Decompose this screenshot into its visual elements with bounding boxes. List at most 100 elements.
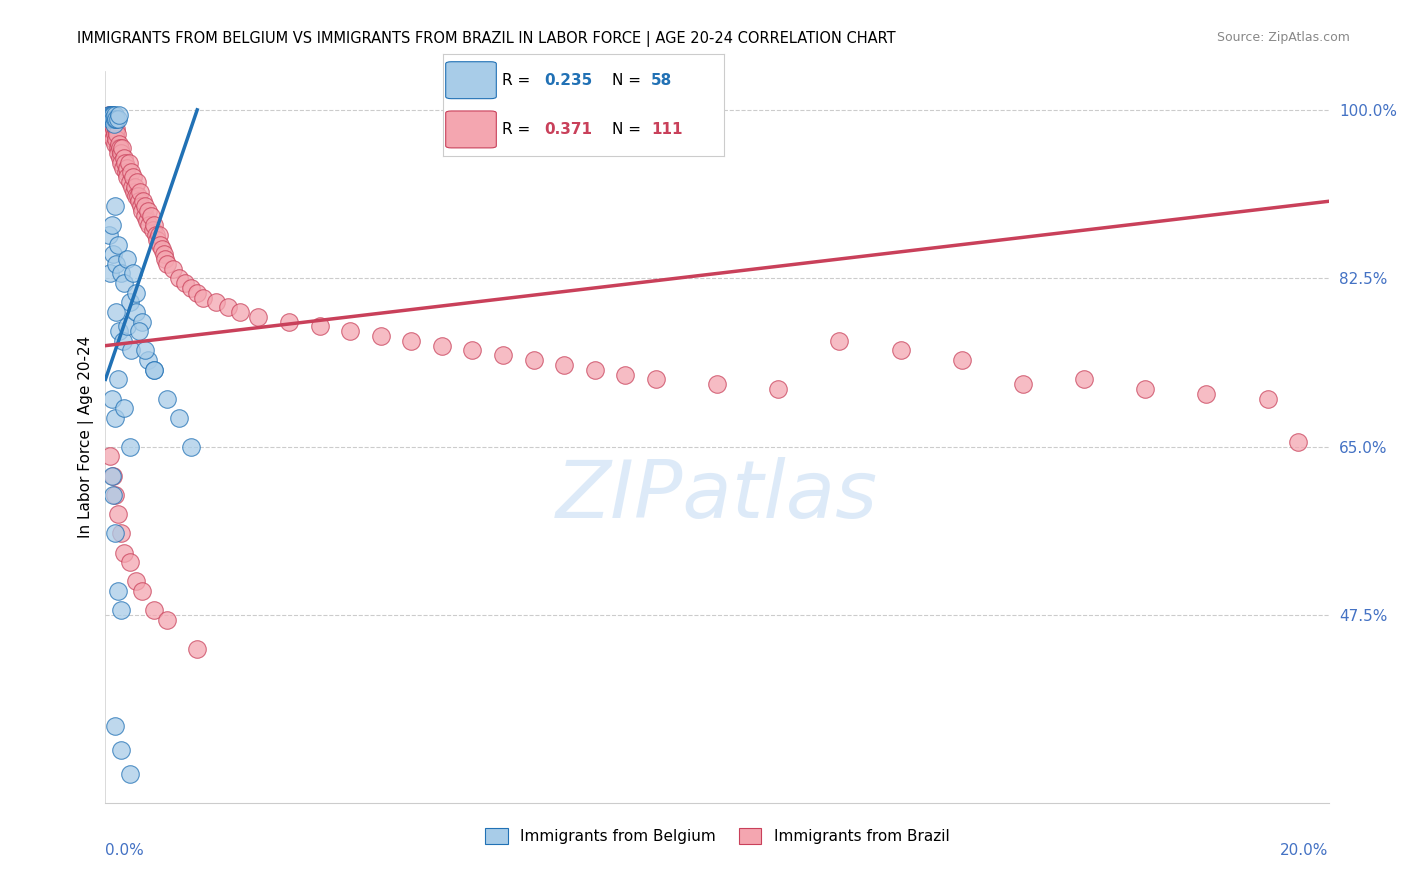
Point (136, 203, 159, 218)
Point (108, 324, 131, 338)
Text: IMMIGRANTS FROM BELGIUM VS IMMIGRANTS FROM BRAZIL IN LABOR FORCE | AGE 20-24 COR: IMMIGRANTS FROM BELGIUM VS IMMIGRANTS FR… (77, 31, 896, 47)
Point (150, 243, 173, 257)
Point (142, 223, 165, 237)
Point (100, 112, 122, 127)
Point (100, 127, 122, 141)
Point (107, 146, 129, 161)
Point (104, 488, 127, 502)
Point (152, 247, 174, 261)
Point (125, 574, 148, 589)
Point (118, 555, 141, 569)
Point (1133, 382, 1156, 396)
Point (125, 189, 148, 203)
Point (768, 382, 790, 396)
Point (129, 185, 152, 199)
Point (107, 507, 129, 521)
Point (155, 613, 177, 627)
Text: 111: 111 (651, 122, 682, 137)
Point (155, 392, 177, 406)
Point (131, 315, 153, 329)
Point (143, 603, 166, 617)
Point (148, 227, 170, 242)
Point (143, 362, 166, 376)
Point (1195, 386, 1218, 401)
Point (101, 117, 124, 131)
Point (125, 285, 148, 300)
Point (105, 132, 128, 146)
Point (180, 440, 202, 454)
Point (128, 324, 150, 338)
Point (112, 545, 135, 559)
Point (107, 584, 129, 599)
Point (339, 324, 361, 338)
Point (180, 281, 202, 295)
Point (100, 468, 122, 483)
Point (120, 165, 142, 179)
Point (278, 315, 301, 329)
Point (110, 743, 132, 757)
Point (125, 305, 148, 319)
Point (1286, 434, 1309, 449)
Point (110, 156, 132, 170)
Point (134, 209, 156, 223)
Point (399, 334, 422, 348)
Point (155, 252, 177, 266)
Point (118, 767, 141, 781)
Point (131, 584, 153, 599)
Point (122, 170, 145, 185)
Point (138, 219, 160, 233)
Text: 58: 58 (651, 72, 672, 87)
Point (217, 300, 239, 314)
Point (98, 108, 121, 122)
Point (104, 108, 127, 122)
Point (553, 358, 575, 372)
Point (98, 108, 121, 122)
Point (193, 291, 215, 305)
Point (136, 213, 159, 227)
Point (118, 295, 141, 310)
Point (115, 319, 138, 334)
Text: R =: R = (502, 72, 536, 87)
Point (100, 108, 122, 122)
Point (100, 392, 122, 406)
Point (583, 362, 606, 376)
Point (143, 219, 166, 233)
Point (121, 179, 143, 194)
Point (107, 372, 129, 386)
Point (120, 343, 142, 358)
Point (97, 108, 120, 122)
Point (105, 112, 128, 127)
Point (104, 127, 127, 141)
Point (186, 285, 208, 300)
Point (127, 189, 149, 203)
Point (134, 343, 156, 358)
Point (204, 295, 226, 310)
Point (229, 305, 252, 319)
Point (110, 603, 132, 617)
Point (107, 141, 129, 155)
Point (122, 185, 145, 199)
Point (107, 237, 129, 252)
Point (104, 526, 127, 541)
Point (100, 122, 122, 136)
Point (890, 343, 912, 358)
Point (107, 112, 129, 127)
Point (127, 175, 149, 189)
Point (129, 199, 152, 213)
Point (101, 488, 124, 502)
Point (97, 112, 120, 127)
Point (112, 276, 135, 290)
Text: Source: ZipAtlas.com: Source: ZipAtlas.com (1216, 31, 1350, 45)
Point (1012, 377, 1035, 392)
Point (132, 194, 155, 209)
Point (115, 161, 138, 175)
Point (111, 334, 134, 348)
Point (105, 127, 128, 141)
Point (124, 179, 146, 194)
Point (98, 227, 121, 242)
Point (162, 261, 184, 276)
Point (186, 641, 208, 656)
Point (174, 276, 197, 290)
Point (105, 257, 128, 271)
Point (103, 122, 125, 136)
